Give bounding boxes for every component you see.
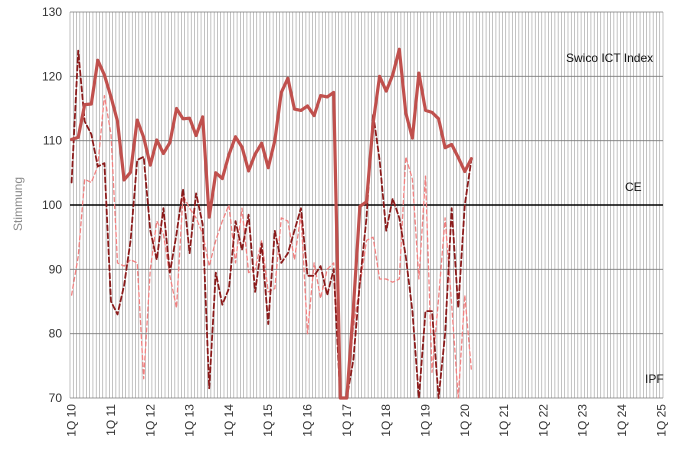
x-tick-label: 1Q 15 [261,404,275,437]
x-tick-label: 1Q 10 [65,404,79,437]
y-tick-label: 130 [42,5,62,19]
y-tick-label: 80 [49,327,63,341]
x-tick-label: 1Q 18 [379,404,393,437]
y-tick-label: 70 [49,391,63,405]
x-tick-label: 1Q 11 [104,404,118,436]
annotation-ce: CE [625,180,642,194]
series-line-ipf [70,94,472,399]
y-tick-label: 110 [43,134,62,148]
series-line-index [69,47,473,400]
x-tick-label: 1Q 16 [301,404,315,437]
series-group [69,47,473,400]
x-tick-label: 1Q 14 [222,404,236,437]
x-tick-label: 1Q 24 [615,404,629,437]
x-tick-labels: 1Q 10 1Q 11 1Q 12 1Q 13 1Q 14 1Q 15 1Q 16 1Q 17… [65,404,669,437]
x-tick-label: 1Q 21 [497,404,511,437]
annotation-ipf: IPF [645,372,664,386]
x-tick-label: 1Q 19 [418,404,432,437]
series-line-ce [70,49,473,399]
y-tick-labels: 70 80 90 100 110 120 130 [42,5,62,405]
x-tick-label: 1Q 13 [183,404,197,437]
x-tick-label: 1Q 20 [458,404,472,437]
y-tick-label: 90 [49,262,63,276]
y-tick-label: 120 [42,69,62,83]
y-axis-label: Stimmung [11,177,25,231]
horizontal-gridlines [70,11,663,399]
x-tick-label: 1Q 25 [654,404,668,437]
x-tick-label: 1Q 22 [536,404,550,437]
x-tick-label: 1Q 17 [340,404,354,437]
y-tick-label: 100 [42,198,62,212]
x-tick-label: 1Q 12 [143,404,157,437]
annotation-index: Swico ICT Index [566,51,653,65]
x-tick-label: 1Q 23 [576,404,590,437]
